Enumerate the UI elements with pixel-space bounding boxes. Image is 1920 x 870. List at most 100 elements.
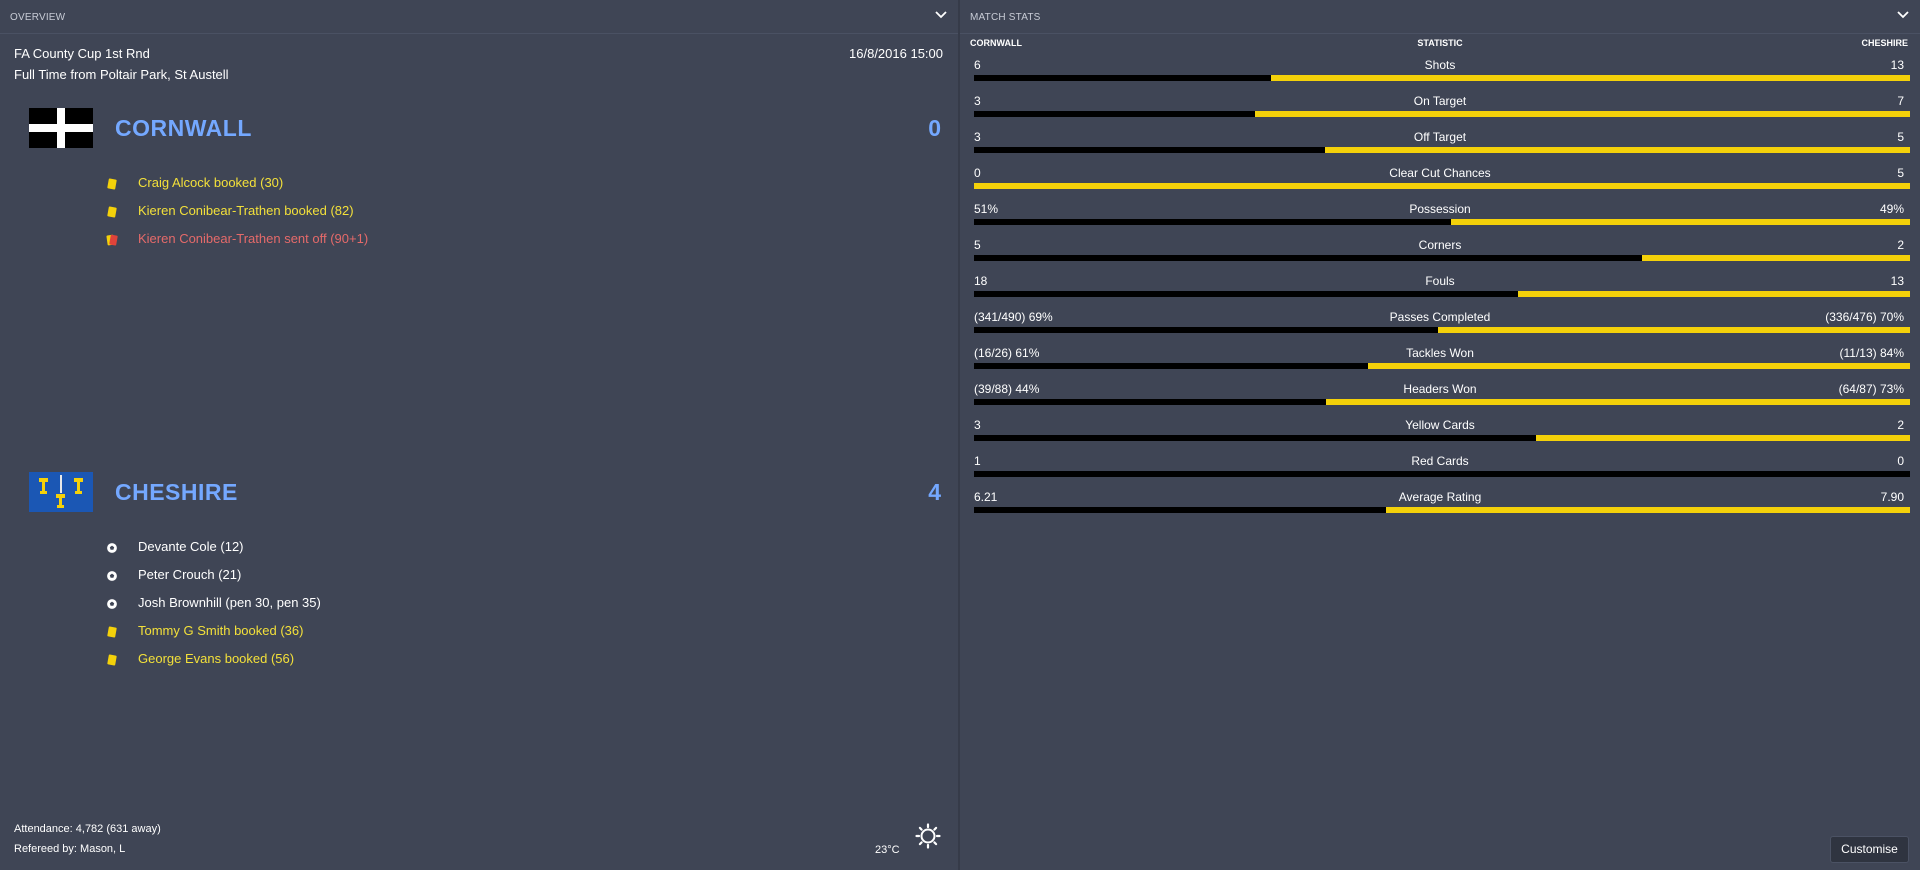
stat-row: 3 Yellow Cards 2 [960, 416, 1920, 452]
stat-away-value: 5 [1897, 166, 1904, 180]
yellow-card-icon [107, 654, 117, 666]
stat-row: (39/88) 44% Headers Won (64/87) 73% [960, 380, 1920, 416]
stat-bar-away-fill [1270, 75, 1910, 81]
stat-home-value: (341/490) 69% [974, 310, 1053, 324]
stat-bar-away-fill [1385, 507, 1910, 513]
stat-label: Passes Completed [1389, 310, 1491, 324]
stat-label: Fouls [1425, 274, 1455, 288]
stat-bar [974, 399, 1910, 405]
stat-home-value: 51% [974, 202, 999, 216]
stat-bar [974, 219, 1910, 225]
overview-header: OVERVIEW [0, 0, 958, 34]
match-stats-title: MATCH STATS [970, 12, 1041, 23]
overview-panel: OVERVIEW FA County Cup 1st Rnd Full Time… [0, 0, 958, 870]
stat-bar [974, 507, 1910, 513]
stat-bar-away-fill [1325, 147, 1910, 153]
football-icon [106, 598, 118, 610]
stat-bar-away-fill [1325, 399, 1910, 405]
stat-label: On Target [1413, 94, 1467, 108]
stat-away-value: 0 [1897, 454, 1904, 468]
stat-label: Corners [1418, 238, 1462, 252]
stat-row: (16/26) 61% Tackles Won (11/13) 84% [960, 344, 1920, 380]
stat-bar [974, 363, 1910, 369]
home-team-name[interactable]: CORNWALL [115, 115, 252, 141]
stat-row: (341/490) 69% Passes Completed (336/476) 7… [960, 308, 1920, 344]
home-team-score: 0 [928, 115, 941, 141]
stat-label: Yellow Cards [1405, 418, 1475, 432]
stat-label: Tackles Won [1406, 346, 1474, 360]
stat-away-value: 2 [1897, 418, 1904, 432]
stat-away-value: 2 [1897, 238, 1904, 252]
stat-row: 3 On Target 7 [960, 92, 1920, 128]
event-text[interactable]: Kieren Conibear-Trathen sent off (90+1) [138, 231, 369, 246]
stat-label: Average Rating [1398, 490, 1482, 504]
stat-row: 6 Shots 13 [960, 56, 1920, 92]
stat-bar-away-fill [1438, 327, 1910, 333]
stat-away-value: 5 [1897, 130, 1904, 144]
match-stats-panel: MATCH STATS CORNWALL STATISTIC CHESHIRE … [960, 0, 1920, 870]
stat-home-value: (16/26) 61% [974, 346, 1040, 360]
stat-bar [974, 183, 1910, 189]
event-text[interactable]: George Evans booked (56) [138, 651, 295, 666]
stat-home-value: 3 [974, 418, 981, 432]
stat-label: Shots [1424, 58, 1456, 72]
stat-home-value: 18 [974, 274, 988, 288]
cornwall-flag-icon [29, 108, 93, 148]
attendance-text: Attendance: 4,782 (631 away) [14, 823, 161, 835]
stat-row: 6.21 Average Rating 7.90 [960, 488, 1920, 524]
venue-text: Full Time from Poltair Park, St Austell [14, 67, 229, 82]
stat-row: 3 Off Target 5 [960, 128, 1920, 164]
stat-label: Headers Won [1403, 382, 1477, 396]
customise-button[interactable]: Customise [1830, 836, 1909, 863]
football-icon [106, 542, 118, 554]
stat-away-value: 13 [1890, 58, 1904, 72]
overview-title: OVERVIEW [10, 12, 66, 23]
stat-label: Possession [1409, 202, 1471, 216]
stat-bar-away-fill [1254, 111, 1910, 117]
stat-home-value: 3 [974, 94, 981, 108]
temperature-text: 23°C [875, 844, 900, 856]
stat-bar [974, 327, 1910, 333]
stat-bar-away-fill [1642, 255, 1910, 261]
stat-bar-away-fill [1368, 363, 1910, 369]
event-text[interactable]: Craig Alcock booked (30) [138, 175, 284, 190]
yellow-card-icon [107, 206, 117, 218]
stat-row: 5 Corners 2 [960, 236, 1920, 272]
stat-away-value: (64/87) 73% [1838, 382, 1904, 396]
stat-bar [974, 471, 1910, 477]
stat-bar [974, 75, 1910, 81]
stat-row: 0 Clear Cut Chances 5 [960, 164, 1920, 200]
event-text[interactable]: Devante Cole (12) [138, 539, 244, 554]
stat-away-value: (11/13) 84% [1839, 346, 1904, 360]
event-text[interactable]: Kieren Conibear-Trathen booked (82) [138, 203, 354, 218]
stat-away-value: 49% [1879, 202, 1904, 216]
stat-home-value: 3 [974, 130, 981, 144]
football-icon [106, 570, 118, 582]
stat-bar-away-fill [1451, 219, 1910, 225]
away-team-name[interactable]: CHESHIRE [115, 479, 238, 505]
statistic-column-header: STATISTIC [1417, 38, 1463, 48]
stat-label: Off Target [1413, 130, 1467, 144]
stat-away-value: 7.90 [1880, 490, 1904, 504]
sun-icon [915, 823, 941, 849]
stat-away-value: (336/476) 70% [1825, 310, 1904, 324]
cheshire-flag-icon [29, 472, 93, 512]
stat-home-value: 0 [974, 166, 981, 180]
red-card-icon [106, 234, 118, 246]
stat-home-value: 6 [974, 58, 981, 72]
chevron-down-icon[interactable] [1896, 9, 1910, 21]
event-text[interactable]: Josh Brownhill (pen 30, pen 35) [138, 595, 321, 610]
stat-home-value: (39/88) 44% [974, 382, 1040, 396]
stat-bar [974, 111, 1910, 117]
competition-name[interactable]: FA County Cup 1st Rnd [14, 46, 150, 61]
stat-bar-away-fill [974, 183, 1910, 189]
chevron-down-icon[interactable] [934, 9, 948, 21]
event-text[interactable]: Peter Crouch (21) [138, 567, 242, 582]
panel-divider [958, 0, 960, 870]
stat-bar [974, 291, 1910, 297]
event-text[interactable]: Tommy G Smith booked (36) [138, 623, 304, 638]
stat-away-value: 13 [1890, 274, 1904, 288]
away-team-score: 4 [928, 479, 941, 505]
yellow-card-icon [107, 626, 117, 638]
stat-row: 18 Fouls 13 [960, 272, 1920, 308]
